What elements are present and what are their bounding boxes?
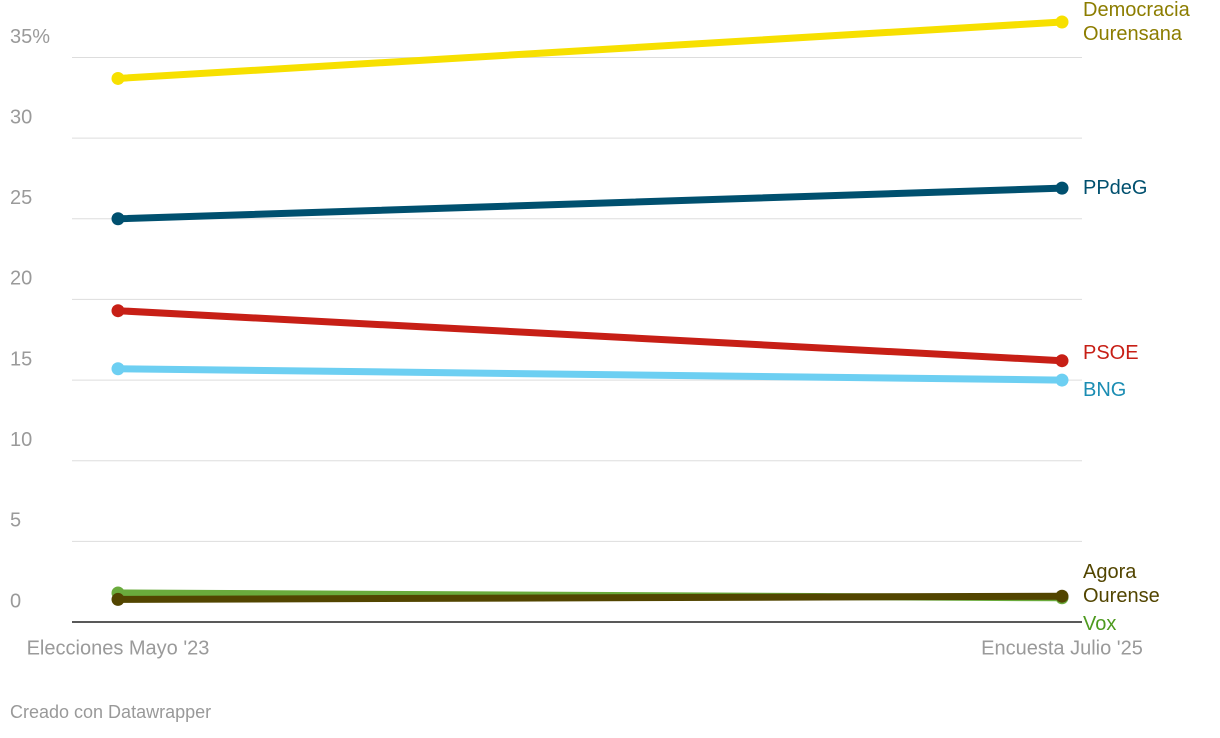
data-point — [1055, 15, 1069, 29]
series-line — [114, 365, 1066, 384]
y-tick-label: 15 — [10, 348, 32, 370]
series-line — [114, 184, 1066, 223]
y-tick-label: 25 — [10, 187, 32, 209]
data-point — [111, 71, 125, 85]
data-point — [1055, 373, 1069, 387]
y-tick-label: 0 — [10, 590, 21, 612]
series-label: PSOE — [1083, 341, 1139, 364]
data-point — [111, 212, 125, 226]
x-tick-label: Elecciones Mayo '23 — [27, 637, 210, 659]
series-line — [114, 307, 1066, 365]
data-point — [1055, 181, 1069, 195]
y-tick-label: 35% — [10, 26, 50, 48]
y-tick-label: 20 — [10, 268, 32, 290]
series-label: BNG — [1083, 379, 1127, 402]
data-point — [111, 592, 125, 606]
data-point — [1055, 589, 1069, 603]
footer: Creado con Datawrapper — [10, 702, 212, 722]
series-label: Agora Ourense — [1083, 561, 1160, 608]
y-tick-label: 5 — [10, 510, 21, 532]
data-point — [111, 304, 125, 318]
data-point — [111, 362, 125, 376]
x-tick-label: Encuesta Julio '25 — [981, 637, 1143, 659]
series-label: Democracia Ourensana — [1083, 0, 1190, 45]
y-tick-label: 10 — [10, 429, 32, 451]
series-label: PPdeG — [1083, 177, 1148, 200]
series-line — [114, 18, 1066, 82]
data-point — [1055, 354, 1069, 368]
series-line — [114, 592, 1066, 603]
series-label: Vox — [1083, 612, 1117, 635]
y-tick-label: 30 — [10, 106, 32, 128]
